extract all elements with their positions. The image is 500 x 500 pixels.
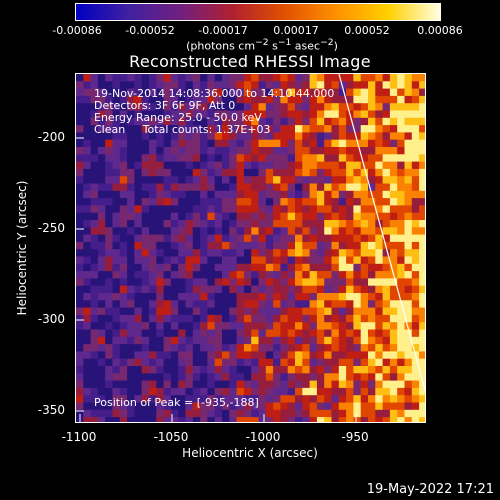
y-tick-label: -250 bbox=[37, 221, 65, 235]
y-tick-label: -300 bbox=[37, 312, 65, 326]
colorbar-tick: 0.00052 bbox=[344, 24, 390, 37]
detectors-label: Detectors: 3F 6F 9F, Att 0 bbox=[94, 99, 236, 112]
date-stamp: 19-May-2022 17:21 bbox=[366, 482, 494, 497]
colorbar-tick: -0.00052 bbox=[125, 24, 175, 37]
image-pixels bbox=[76, 74, 425, 422]
image-title: Reconstructed RHESSI Image bbox=[129, 52, 371, 71]
x-tick-label: -950 bbox=[341, 430, 369, 444]
x-tick-label: -1100 bbox=[61, 430, 97, 444]
energy-range-label: Energy Range: 25.0 - 50.0 keV bbox=[94, 111, 262, 124]
x-tick-label: -1000 bbox=[245, 430, 281, 444]
y-tick-label: -350 bbox=[37, 403, 65, 417]
image-map bbox=[76, 74, 425, 422]
colorbar bbox=[75, 3, 441, 21]
x-axis-label: Heliocentric X (arcsec) bbox=[182, 446, 318, 460]
colorbar-tick: 0.00017 bbox=[273, 24, 319, 37]
colorbar-units: (photons cm−2 s−1 asec−2) bbox=[186, 37, 338, 53]
peak-position-label: Position of Peak = [-935,-188] bbox=[94, 396, 259, 409]
y-axis-label: Heliocentric Y (arcsec) bbox=[15, 180, 29, 316]
colorbar-tick: -0.00017 bbox=[198, 24, 248, 37]
counts-label: Clean Total counts: 1.37E+03 bbox=[94, 123, 271, 136]
colorbar-tick: -0.00086 bbox=[52, 24, 102, 37]
rhessi-image-plot bbox=[75, 73, 426, 423]
y-tick-label: -200 bbox=[37, 130, 65, 144]
solar-limb-line bbox=[338, 74, 425, 391]
x-tick-label: -1050 bbox=[153, 430, 189, 444]
time-range-label: 19-Nov-2014 14:08:36.000 to 14:10:44.000 bbox=[94, 87, 335, 100]
colorbar-tick: 0.00086 bbox=[417, 24, 463, 37]
